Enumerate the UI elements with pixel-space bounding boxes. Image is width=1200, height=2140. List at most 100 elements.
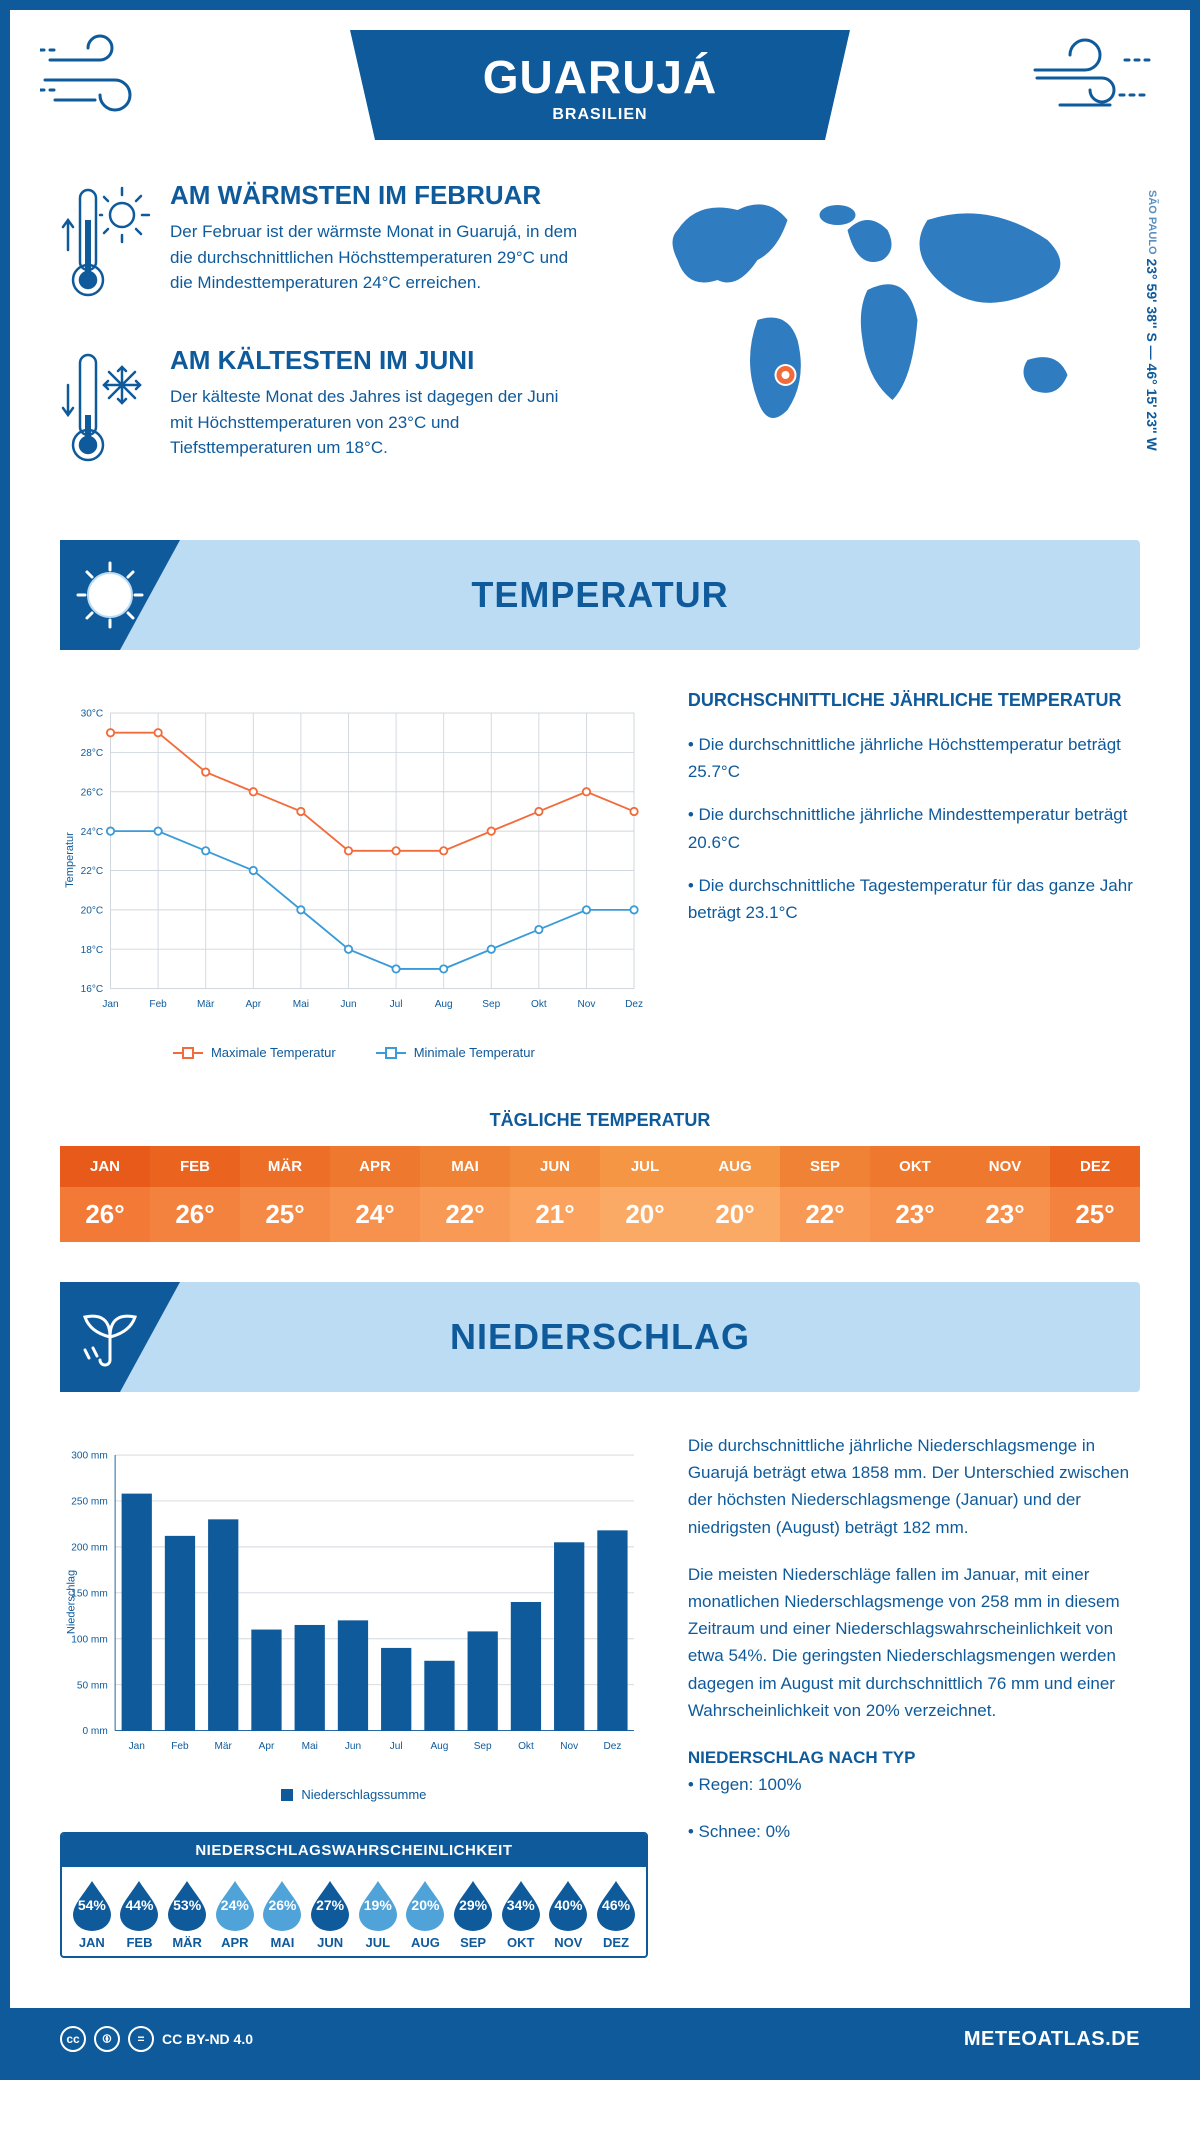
thermometer-sun-icon [60,180,150,315]
svg-text:Temperatur: Temperatur [64,832,76,888]
svg-text:0 mm: 0 mm [83,1726,108,1737]
daily-value-cell: 26° [60,1187,150,1242]
temp-info-title: DURCHSCHNITTLICHE JÄHRLICHE TEMPERATUR [688,690,1140,711]
svg-text:Mai: Mai [302,1741,318,1752]
footer: cc 🅯 = CC BY-ND 4.0 METEOATLAS.DE [10,2008,1190,2070]
daily-month-cell: JAN [60,1146,150,1187]
svg-text:Jan: Jan [102,999,118,1010]
svg-text:26°C: 26°C [81,787,104,798]
thermometer-snow-icon [60,345,150,480]
coldest-text: Der kälteste Monat des Jahres ist dagege… [170,384,585,461]
prob-title: NIEDERSCHLAGSWAHRSCHEINLICHKEIT [62,1834,646,1867]
svg-text:200 mm: 200 mm [71,1543,107,1554]
svg-text:Sep: Sep [482,999,500,1010]
cc-icon: cc [60,2026,86,2052]
svg-text:Apr: Apr [259,1741,275,1752]
precipitation-bar-chart: 0 mm50 mm100 mm150 mm200 mm250 mm300 mmN… [60,1432,648,1772]
svg-text:20°C: 20°C [81,906,104,917]
section-title: TEMPERATUR [60,574,1140,616]
daily-month-cell: MAI [420,1146,510,1187]
temperature-line-chart: 16°C18°C20°C22°C24°C26°C28°C30°CJanFebMä… [60,690,648,1030]
prob-cell: 24%APR [213,1879,257,1950]
daily-month-cell: APR [330,1146,420,1187]
svg-text:Apr: Apr [245,999,261,1010]
svg-text:Mai: Mai [293,999,309,1010]
daily-temp-title: TÄGLICHE TEMPERATUR [10,1110,1190,1131]
warmest-fact: AM WÄRMSTEN IM FEBRUAR Der Februar ist d… [60,180,585,315]
daily-month-cell: JUN [510,1146,600,1187]
daily-month-cell: AUG [690,1146,780,1187]
svg-text:Jan: Jan [129,1741,145,1752]
prob-cell: 53%MÄR [165,1879,209,1950]
sun-icon [75,560,145,630]
wind-icon [40,30,170,125]
svg-text:Mär: Mär [215,1741,233,1752]
svg-text:250 mm: 250 mm [71,1497,107,1508]
daily-value-cell: 21° [510,1187,600,1242]
prob-cell: 19%JUL [356,1879,400,1950]
svg-text:Aug: Aug [430,1741,448,1752]
svg-text:Mär: Mär [197,999,215,1010]
temp-info-bullet: • Die durchschnittliche jährliche Mindes… [688,801,1140,855]
svg-text:Okt: Okt [518,1741,534,1752]
precip-type-row: • Schnee: 0% [688,1818,1140,1845]
svg-text:Dez: Dez [603,1741,621,1752]
by-icon: 🅯 [94,2026,120,2052]
title-block: GUARUJÁ BRASILIEN [350,30,850,140]
daily-value-cell: 22° [420,1187,510,1242]
daily-month-cell: FEB [150,1146,240,1187]
warmest-title: AM WÄRMSTEN IM FEBRUAR [170,180,585,211]
daily-value-cell: 23° [870,1187,960,1242]
svg-text:Jun: Jun [345,1741,361,1752]
header: GUARUJÁ BRASILIEN [10,10,1190,170]
precip-type-title: NIEDERSCHLAG NACH TYP [688,1744,1140,1771]
nd-icon: = [128,2026,154,2052]
temp-info-bullet: • Die durchschnittliche jährliche Höchst… [688,731,1140,785]
daily-month-cell: OKT [870,1146,960,1187]
precip-text: Die meisten Niederschläge fallen im Janu… [688,1561,1140,1724]
daily-value-cell: 20° [690,1187,780,1242]
prob-cell: 29%SEP [451,1879,495,1950]
section-header-temp: TEMPERATUR [60,540,1140,650]
daily-value-cell: 25° [1050,1187,1140,1242]
svg-text:Okt: Okt [531,999,547,1010]
wind-icon [1030,30,1160,125]
svg-text:Sep: Sep [474,1741,492,1752]
svg-text:Feb: Feb [149,999,167,1010]
prob-cell: 40%NOV [547,1879,591,1950]
prob-cell: 34%OKT [499,1879,543,1950]
daily-month-cell: SEP [780,1146,870,1187]
svg-text:Jul: Jul [390,999,403,1010]
umbrella-icon [75,1302,145,1372]
prob-cell: 54%JAN [70,1879,114,1950]
svg-text:Nov: Nov [560,1741,579,1752]
daily-month-cell: MÄR [240,1146,330,1187]
temp-legend: .legend-item:nth-child(1) .legend-swatch… [60,1045,648,1060]
coordinates: SÃO PAULO 23° 59' 38'' S — 46° 15' 23'' … [1144,190,1160,451]
world-map [615,180,1140,460]
country-subtitle: BRASILIEN [430,106,770,124]
daily-value-cell: 20° [600,1187,690,1242]
daily-value-cell: 23° [960,1187,1050,1242]
daily-month-cell: NOV [960,1146,1050,1187]
svg-text:300 mm: 300 mm [71,1451,107,1462]
svg-text:30°C: 30°C [81,709,104,720]
coldest-title: AM KÄLTESTEN IM JUNI [170,345,585,376]
svg-text:Jul: Jul [390,1741,403,1752]
precip-type-row: • Regen: 100% [688,1771,1140,1798]
daily-value-cell: 22° [780,1187,870,1242]
svg-text:Feb: Feb [171,1741,189,1752]
precip-legend: Niederschlagssumme [60,1787,648,1802]
svg-text:100 mm: 100 mm [71,1634,107,1645]
svg-text:Nov: Nov [577,999,596,1010]
svg-text:Jun: Jun [340,999,356,1010]
daily-temp-table: JANFEBMÄRAPRMAIJUNJULAUGSEPOKTNOVDEZ 26°… [60,1146,1140,1242]
svg-text:22°C: 22°C [81,866,104,877]
prob-cell: 27%JUN [308,1879,352,1950]
svg-text:50 mm: 50 mm [77,1680,108,1691]
svg-text:Niederschlag: Niederschlag [66,1570,78,1634]
precip-text: Die durchschnittliche jährliche Niedersc… [688,1432,1140,1541]
daily-value-cell: 25° [240,1187,330,1242]
prob-cell: 44%FEB [118,1879,162,1950]
prob-cell: 26%MAI [261,1879,305,1950]
